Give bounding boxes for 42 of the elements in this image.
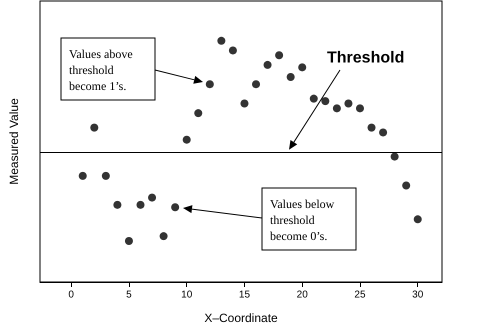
point — [240, 100, 248, 108]
point — [368, 124, 376, 132]
point — [90, 124, 98, 132]
point — [148, 194, 156, 202]
x-tick-label: 0 — [68, 290, 74, 300]
point — [310, 94, 318, 103]
x-tick-label: 15 — [238, 290, 250, 300]
annotation: Values above threshold become 1’s. — [69, 47, 133, 93]
x-tick-label: 30 — [412, 290, 424, 300]
point — [298, 63, 306, 72]
point — [194, 109, 202, 118]
ref-line-label: Threshold — [327, 50, 404, 66]
point — [390, 152, 399, 161]
point — [124, 237, 133, 245]
point — [264, 60, 272, 69]
point — [102, 172, 110, 180]
point — [160, 232, 168, 240]
point — [228, 46, 237, 54]
point — [321, 97, 330, 106]
x-tick-label: 25 — [354, 290, 366, 300]
point — [414, 215, 422, 224]
point — [379, 128, 388, 136]
y-axis-title: Measured Value — [7, 98, 21, 185]
point — [356, 104, 364, 112]
point — [344, 100, 352, 108]
point — [217, 36, 226, 45]
point — [286, 72, 295, 81]
annotation: Values below threshold become 0’s. — [270, 197, 335, 243]
point — [252, 80, 260, 88]
point — [402, 182, 410, 190]
point — [206, 80, 214, 88]
point — [113, 200, 122, 209]
point — [332, 104, 341, 112]
point — [171, 203, 180, 212]
point — [78, 172, 87, 180]
x-tick-label: 20 — [296, 290, 308, 300]
x-tick-label: 10 — [181, 290, 193, 300]
x-tick-label: 5 — [126, 290, 132, 300]
point — [182, 136, 191, 144]
point — [275, 51, 284, 60]
point — [136, 200, 144, 209]
x-axis-title: X–Coordinate — [204, 311, 278, 325]
